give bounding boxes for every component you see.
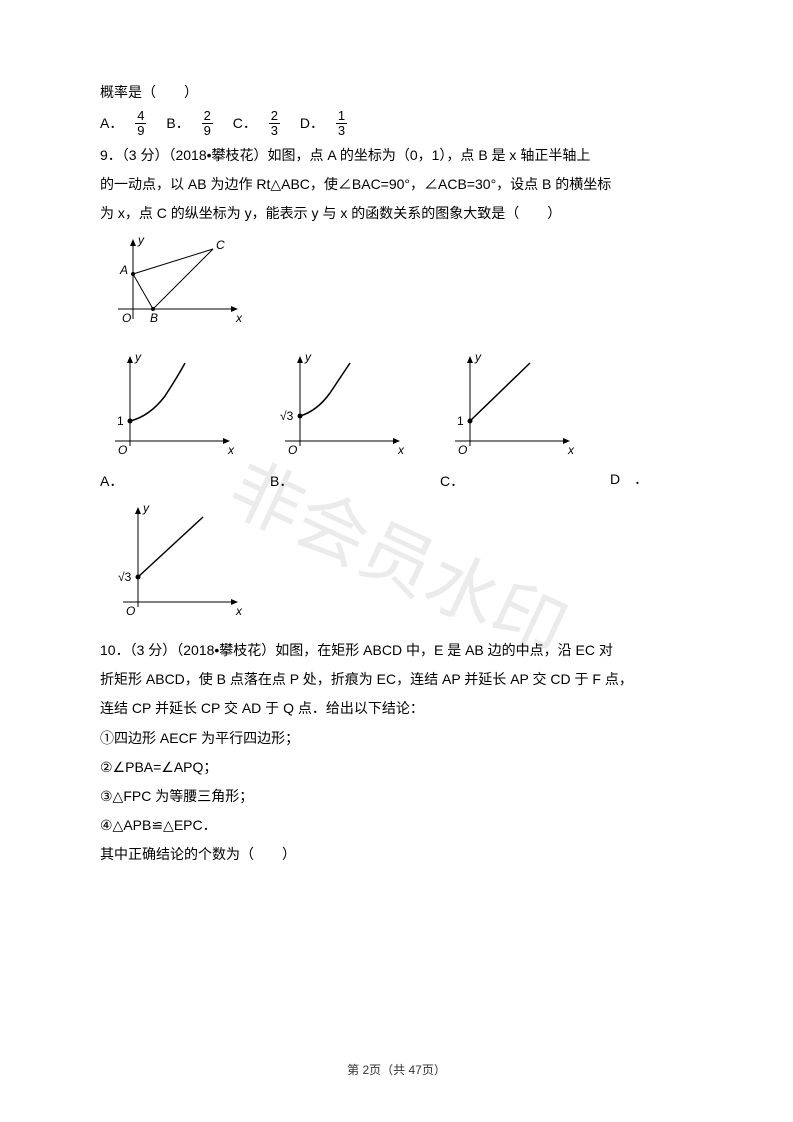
q9-stem2: 的一动点，以 AB 为边作 Rt△ABC，使∠BAC=90°，∠ACB=30°，… <box>100 172 693 197</box>
optB-letter: B． <box>270 473 293 489</box>
fig-A-label: A <box>119 263 128 277</box>
q10-item3: ③△FPC 为等腰三角形； <box>100 784 693 809</box>
q8-C-den: 3 <box>269 124 280 138</box>
optB-yint: √3 <box>280 409 294 423</box>
fig-C-label: C <box>216 238 225 252</box>
optC-y: y <box>474 351 482 364</box>
q8-D-fraction: 1 3 <box>336 109 347 139</box>
optD-x: x <box>235 604 243 618</box>
q9-opt-D: √3 y x O <box>108 502 693 630</box>
optA-O: O <box>118 443 127 457</box>
q8-A-num: 4 <box>135 109 146 124</box>
page-content: 概率是（ ） A． 4 9 B． 2 9 C． 2 3 D． 1 3 9．（3 … <box>100 80 693 868</box>
q10-item2: ②∠PBA=∠APQ； <box>100 755 693 780</box>
q9-optD-letter-slot: D ． <box>610 467 652 494</box>
q8-B-num: 2 <box>202 109 213 124</box>
optD-O: O <box>126 604 135 618</box>
optA-x: x <box>227 443 235 457</box>
optC-x: x <box>567 443 575 457</box>
fig-y-label: y <box>137 234 145 247</box>
q9-opt-A: 1 y x O A． <box>100 351 240 494</box>
q8-B-fraction: 2 9 <box>202 109 213 139</box>
q8-C-num: 2 <box>269 109 280 124</box>
optC-letter: C． <box>440 473 464 489</box>
q10-stem1: 10．（3 分）（2018•攀枝花）如图，在矩形 ABCD 中，E 是 AB 边… <box>100 638 693 663</box>
optD-letter: D ． <box>610 471 648 487</box>
fig-B-label: B <box>150 311 158 325</box>
fig-O-label: O <box>122 311 131 325</box>
q9-opt-B: √3 y x O B． <box>270 351 410 494</box>
optC-yint: 1 <box>457 414 464 428</box>
q8-D-label: D． <box>300 115 324 131</box>
q10-stem3: 连结 CP 并延长 CP 交 AD 于 Q 点．给出以下结论： <box>100 696 693 721</box>
q9-main-figure: y x A B C O <box>108 234 693 342</box>
q8-D-num: 1 <box>336 109 347 124</box>
optA-letter: A． <box>100 473 123 489</box>
q8-B-den: 9 <box>202 124 213 138</box>
q9-stem3: 为 x，点 C 的纵坐标为 y，能表示 y 与 x 的函数关系的图象大致是（ ） <box>100 201 693 226</box>
optB-y: y <box>304 351 312 364</box>
page-footer: 第 2页（共 47页） <box>0 1060 793 1082</box>
q8-C-fraction: 2 3 <box>269 109 280 139</box>
optA-yint: 1 <box>117 414 124 428</box>
q8-tail: 概率是（ ） <box>100 80 693 105</box>
q8-A-fraction: 4 9 <box>135 109 146 139</box>
q8-A-label: A． <box>100 115 123 131</box>
q8-B-label: B． <box>166 115 189 131</box>
q8-D-den: 3 <box>336 124 347 138</box>
q10-item1: ①四边形 AECF 为平行四边形； <box>100 726 693 751</box>
optC-O: O <box>458 443 467 457</box>
optB-x: x <box>397 443 405 457</box>
q9-opt-C: 1 y x O C． <box>440 351 580 494</box>
q10-tail: 其中正确结论的个数为（ ） <box>100 842 693 867</box>
optB-O: O <box>288 443 297 457</box>
optD-yint: √3 <box>118 570 132 584</box>
optA-y: y <box>134 351 142 364</box>
q9-options-row1: 1 y x O A． √3 y x O B． <box>100 351 693 494</box>
q9-stem1: 9．（3 分）（2018•攀枝花）如图，点 A 的坐标为（0，1），点 B 是 … <box>100 143 693 168</box>
optD-y: y <box>142 502 150 515</box>
q10-stem2: 折矩形 ABCD，使 B 点落在点 P 处，折痕为 EC，连结 AP 并延长 A… <box>100 667 693 692</box>
q10-item4: ④△APB≌△EPC． <box>100 813 693 838</box>
q8-A-den: 9 <box>135 124 146 138</box>
q8-C-label: C． <box>233 115 257 131</box>
q8-options: A． 4 9 B． 2 9 C． 2 3 D． 1 3 <box>100 109 693 139</box>
fig-x-label: x <box>235 311 243 325</box>
